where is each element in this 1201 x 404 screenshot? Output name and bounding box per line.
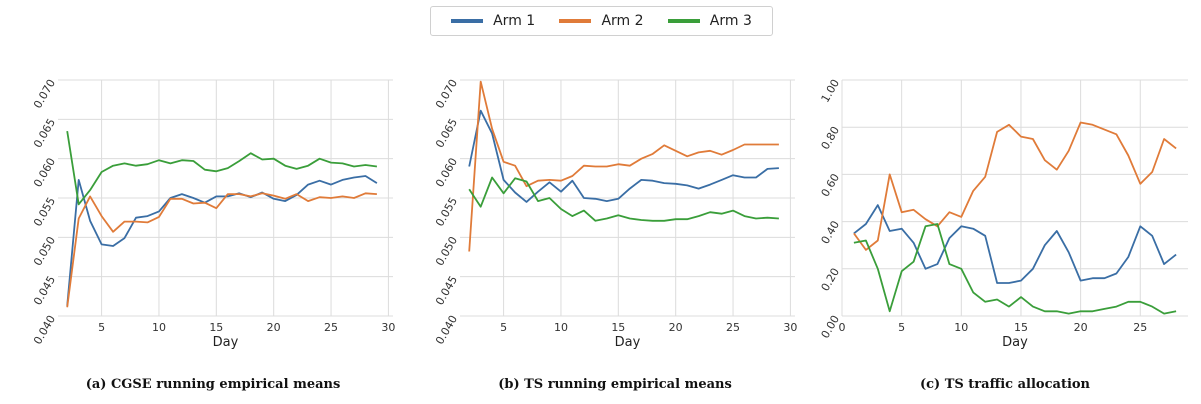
- x-tick-label: 5: [898, 321, 905, 334]
- y-tick-label: 0.040: [31, 313, 58, 347]
- panel-caption: (c) TS traffic allocation: [920, 377, 1091, 392]
- x-axis-label: Day: [213, 335, 239, 350]
- chart-panel-3: 0 5 10 15 20 250.000.200.400.600.801.00Day(c)…: [819, 77, 1188, 392]
- y-tick-label: 0.80: [819, 124, 843, 152]
- x-axis-label: Day: [1002, 335, 1028, 350]
- x-tick-label: 25: [726, 321, 740, 334]
- legend-item-arm-2: Arm 2: [559, 13, 644, 29]
- y-tick-label: 1.00: [819, 77, 843, 105]
- x-axis-label: Day: [615, 335, 641, 350]
- series-line-arm-3: [66, 130, 378, 206]
- x-tick-label: 20: [669, 321, 683, 334]
- legend: Arm 1 Arm 2 Arm 3: [430, 6, 773, 36]
- panel-caption: (a) CGSE running empirical means: [86, 377, 341, 392]
- x-tick-label: 10: [152, 321, 166, 334]
- legend-label-arm-2: Arm 2: [601, 13, 644, 29]
- x-tick-label: 30: [381, 321, 395, 334]
- y-tick-label: 0.20: [819, 266, 843, 294]
- x-tick-label: 25: [1133, 321, 1147, 334]
- series-line-arm-2: [468, 80, 779, 252]
- y-tick-label: 0.045: [433, 274, 460, 308]
- legend-swatch-arm-3: [667, 19, 700, 23]
- x-tick-label: 5: [98, 321, 105, 334]
- x-tick-label: 20: [1074, 321, 1088, 334]
- y-tick-label: 0.065: [433, 116, 460, 150]
- x-tick-label: 30: [783, 321, 797, 334]
- legend-swatch-arm-2: [559, 19, 592, 23]
- series-line-arm-1: [853, 204, 1177, 284]
- y-tick-label: 0.60: [819, 171, 843, 199]
- x-tick-label: 20: [267, 321, 281, 334]
- legend-label-arm-3: Arm 3: [709, 13, 752, 29]
- legend-swatch-arm-1: [451, 19, 484, 23]
- legend-item-arm-3: Arm 3: [667, 13, 752, 29]
- series-line-arm-1: [66, 175, 378, 306]
- chart-panel-2: 5 10 15 20 25 30 0.040 0.045 0.050 0.055 0.060 0.06…: [433, 77, 797, 392]
- y-tick-label: 0.060: [433, 156, 460, 190]
- x-tick-label: 5: [500, 321, 507, 334]
- x-tick-label: 25: [324, 321, 338, 334]
- legend-label-arm-1: Arm 1: [493, 13, 536, 29]
- x-tick-label: 15: [611, 321, 625, 334]
- series-line-arm-1: [468, 109, 779, 203]
- series-line-arm-3: [468, 176, 779, 222]
- series-line-arm-3: [853, 223, 1177, 315]
- series-line-arm-2: [66, 192, 377, 308]
- series-line-arm-2: [853, 121, 1177, 251]
- x-tick-label: 10: [554, 321, 568, 334]
- chart-panel-1: 5 10 15 20 25 30 0.040 0.045 0.050 0.055 0.060 0.06…: [31, 77, 395, 392]
- y-tick-label: 0.050: [31, 234, 58, 268]
- panel-caption: (b) TS running empirical means: [498, 377, 732, 392]
- y-tick-label: 0.050: [433, 234, 460, 268]
- y-tick-label: 0.040: [433, 313, 460, 347]
- y-tick-label: 0.40: [819, 219, 843, 247]
- y-tick-label: 0.065: [31, 116, 58, 150]
- x-tick-label: 15: [209, 321, 223, 334]
- x-tick-label: 15: [1014, 321, 1028, 334]
- legend-item-arm-1: Arm 1: [451, 13, 535, 29]
- y-tick-label: 0.055: [433, 195, 460, 229]
- y-tick-label: 0.060: [31, 156, 58, 190]
- y-tick-label: 0.070: [31, 77, 58, 111]
- x-tick-label: 0: [839, 321, 846, 334]
- y-tick-label: 0.070: [433, 77, 460, 111]
- y-tick-label: 0.045: [31, 274, 58, 308]
- y-tick-label: 0.055: [31, 195, 58, 229]
- x-tick-label: 10: [954, 321, 968, 334]
